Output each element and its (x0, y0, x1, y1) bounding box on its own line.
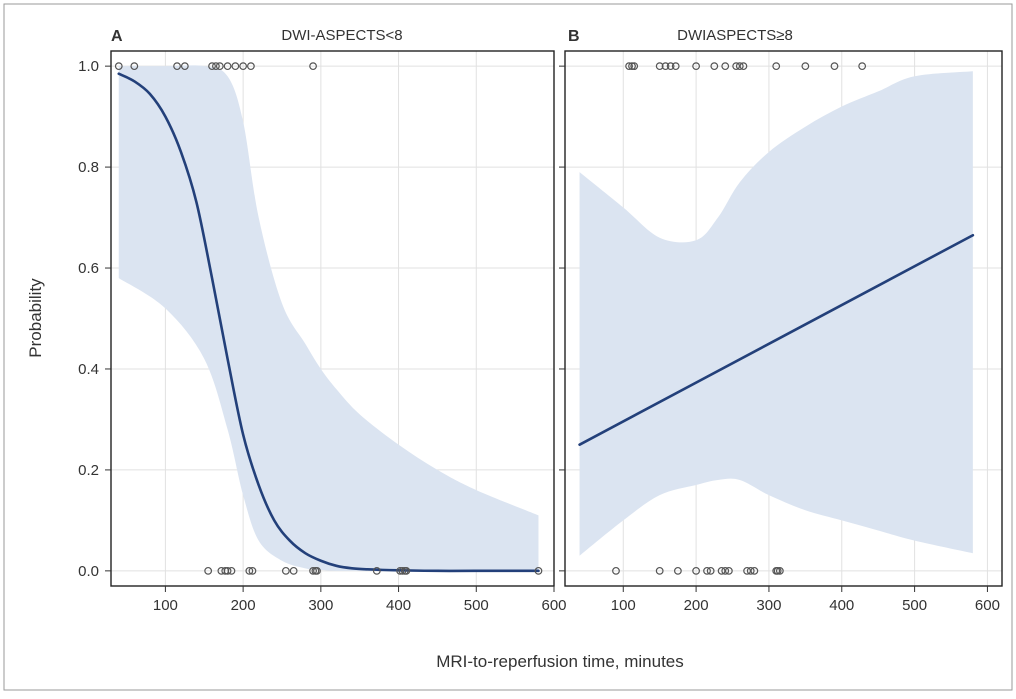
panel-a-x-tick-label: 300 (308, 597, 333, 614)
panel-b-data-point (773, 566, 782, 575)
panel-a-y-tick-label: 0.2 (78, 462, 99, 479)
panel-b-x-tick-label: 200 (684, 597, 709, 614)
panel-b-data-point (750, 566, 759, 575)
panel-b-data-point (612, 566, 620, 575)
panel-a-fit-line (117, 72, 540, 573)
panel-a-data-point (248, 566, 257, 575)
panel-b-data-point (717, 566, 726, 575)
panel-b-data-point (732, 62, 741, 71)
panel-a-data-point (309, 566, 317, 575)
panel-b-data-point (710, 62, 719, 71)
x-axis-title: MRI-to-reperfusion time, minutes (436, 652, 684, 671)
panel-b-data-point (628, 62, 636, 71)
panel-a-y-tick-label: 0.4 (78, 361, 99, 378)
panel-a-data-point (204, 566, 213, 575)
panel-a-frame (110, 50, 555, 587)
panel-b-data-point (706, 566, 715, 575)
panel-a-data-point (402, 566, 411, 575)
panel-a-data-point (223, 566, 232, 575)
panel-b-x-tick-label: 500 (902, 597, 927, 614)
panel-a-data-point (223, 62, 232, 71)
panel-a-y-tick-label: 0.6 (78, 260, 99, 277)
panel-a-data-point (239, 62, 248, 71)
panel-a-data-point (231, 62, 240, 71)
panel-a-data-point (212, 62, 220, 71)
panel-a-data-point (281, 566, 290, 575)
panel-a-data-point (114, 62, 123, 71)
panel-b-data-point (721, 566, 730, 575)
panel-b-data-point (772, 62, 781, 71)
panel-b-data-point (661, 62, 670, 71)
panel-b-data-point (721, 62, 730, 71)
panel-b-data-point (630, 62, 639, 71)
panel-a-data-point (534, 566, 543, 575)
panel-a-x-tick-label: 500 (464, 597, 489, 614)
panel-b-data-point (655, 566, 664, 575)
panel-a-data-point (313, 566, 321, 575)
panel-b-x-tick-label: 300 (756, 597, 781, 614)
panel-b-data-point (739, 62, 748, 71)
panel-a-x-tick-label: 600 (541, 597, 566, 614)
panel-b-x-tick-label: 400 (829, 597, 854, 614)
panel-b-data-point (743, 566, 751, 575)
panel-b-data-point (692, 566, 700, 575)
panel-a-data-point (130, 62, 139, 71)
panel-a-x-tick-label: 400 (386, 597, 411, 614)
panel-a-data-point (309, 62, 317, 71)
panel-a-data-point (227, 566, 236, 575)
panel-b-data-point (735, 62, 744, 71)
panel-b-confidence-band (579, 71, 973, 556)
panel-b-x-tick-label: 600 (975, 597, 1000, 614)
panel-a-data-point (246, 62, 255, 71)
panel-b-data-point (703, 566, 711, 575)
panel-b-letter: B (568, 28, 580, 45)
panel-a-title: DWI-ASPECTS<8 (281, 27, 402, 44)
panel-a-data-point (372, 566, 381, 575)
panel-b-data-point (858, 62, 867, 71)
panel-a-data-point (173, 62, 181, 71)
panel-b-data-point (671, 62, 680, 71)
panel-a-data-point (180, 62, 189, 71)
y-axis-title: Probability (26, 278, 45, 358)
panel-a-y-tick-label: 0.0 (78, 563, 99, 580)
panel-b-data-point (673, 566, 682, 575)
panel-b-data-point (724, 566, 733, 575)
panel-b-data-point (625, 62, 633, 71)
panel-b-fit-line (578, 233, 975, 446)
panel-b-data-point (775, 566, 784, 575)
panel-b-title: DWIASPECTS≥8 (677, 27, 793, 44)
panel-a-confidence-band (118, 65, 539, 571)
panel-a-data-point (208, 62, 216, 71)
panel-a-data-point (398, 566, 407, 575)
panel-b-data-point (666, 62, 675, 71)
panel-b-data-point (830, 62, 839, 71)
panel-b-frame (564, 50, 1003, 587)
panel-a-x-tick-label: 100 (153, 597, 178, 614)
panel-b-data-point (801, 62, 810, 71)
panel-a-y-tick-label: 0.8 (78, 159, 99, 176)
panel-a-data-point (245, 566, 254, 575)
panel-b-data-point (692, 62, 700, 71)
panel-a: 100 200 300 400 500 600 0.00.20.40.60.81.0 A … (78, 27, 566, 614)
panel-a-x-tick-label: 200 (231, 597, 256, 614)
panel-b: 100 200 300 400 500 600 B DWIASPECTS≥8 (559, 27, 1003, 614)
panel-a-data-point (289, 566, 298, 575)
panel-b-x-tick-label: 100 (611, 597, 636, 614)
panel-a-data-point (215, 62, 224, 71)
panel-a-y-tick-label: 1.0 (78, 58, 99, 75)
panel-a-letter: A (111, 28, 123, 45)
panel-b-data-point (746, 566, 755, 575)
panel-b-data-point (655, 62, 664, 71)
